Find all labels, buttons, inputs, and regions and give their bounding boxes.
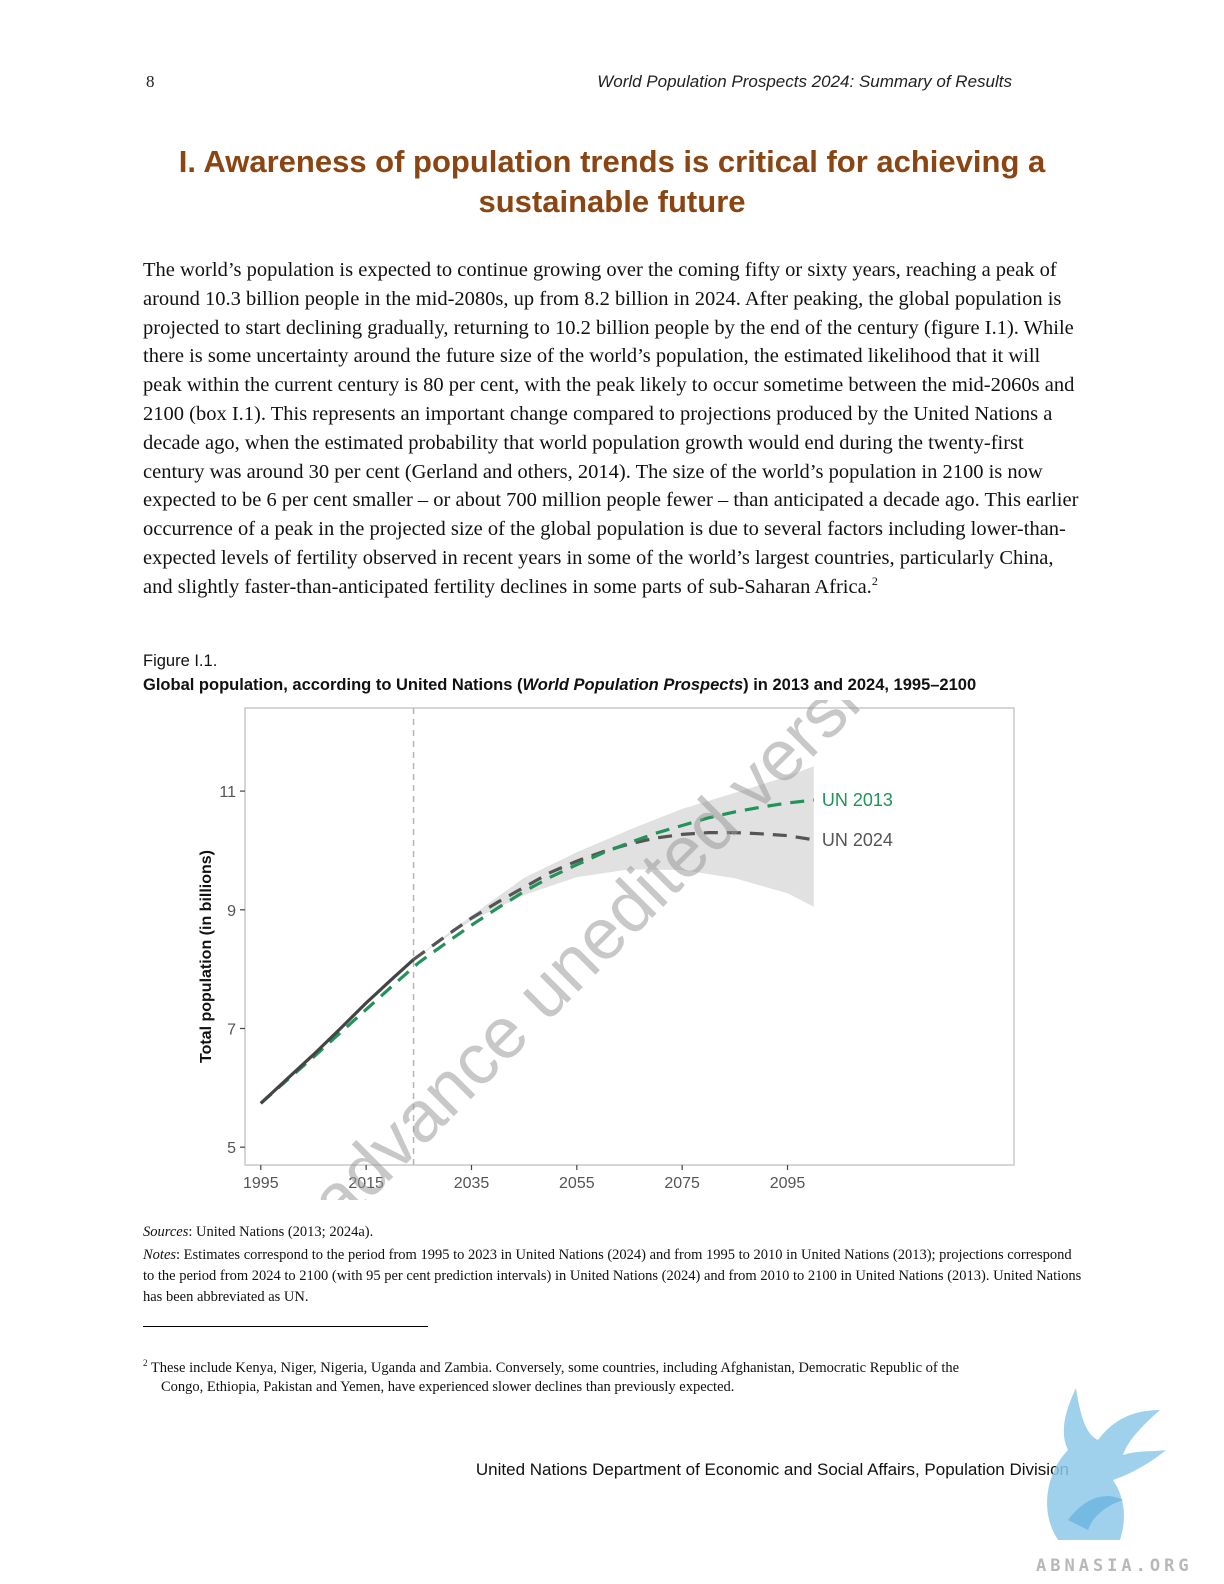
y-axis-label: Total population (in billions) [198, 850, 215, 1063]
bird-logo-icon [1047, 1388, 1166, 1540]
footnote-text: These include Kenya, Niger, Nigeria, Uga… [150, 1359, 960, 1376]
y-tick-label: 9 [227, 903, 236, 920]
figure-title: Global population, according to United N… [143, 676, 976, 695]
x-tick-label: 2015 [348, 1175, 384, 1192]
page-number: 8 [146, 72, 155, 91]
notes-label: Notes [143, 1247, 177, 1263]
footnote-text: Congo, Ethiopia, Pakistan and Yemen, hav… [161, 1379, 735, 1396]
running-header: World Population Prospects 2024: Summary… [597, 72, 1012, 91]
figure-label: Figure I.1. [143, 652, 218, 670]
notes-text: : Estimates correspond to the period fro… [143, 1247, 1082, 1305]
y-tick-label: 7 [227, 1021, 236, 1038]
footnote-line: Congo, Ethiopia, Pakistan and Yemen, hav… [143, 1378, 1083, 1398]
y-tick-label: 5 [227, 1140, 236, 1157]
figure-title-part: ) in 2013 and 2024, 1995–2100 [743, 676, 977, 694]
figure-notes: Notes: Estimates correspond to the perio… [143, 1245, 1083, 1308]
series-line-un-2013 [259, 798, 814, 1105]
sources-label: Sources [143, 1224, 189, 1240]
footnote-number: 2 [143, 1358, 148, 1368]
figure-title-part: Global population, according to United N… [143, 676, 523, 694]
prediction-interval-band [413, 766, 814, 960]
series-label-un-2013: UN 2013 [822, 790, 893, 810]
x-tick-label: 2035 [454, 1175, 490, 1192]
sources-text: : United Nations (2013; 2024a). [188, 1224, 374, 1240]
population-chart: UN 2013 UN 2024 5 7 9 11 1995 2015 2035 2055 2075 2… [198, 700, 1015, 1200]
series-line-un-2024-estimates [259, 958, 415, 1105]
series-label-un-2024: UN 2024 [822, 830, 893, 850]
plot-panel [244, 707, 1015, 1166]
figure-title-italic: World Population Prospects [522, 676, 744, 694]
body-text: The world’s population is expected to co… [143, 259, 1079, 598]
x-tick-label: 2055 [559, 1175, 595, 1192]
y-tick-label: 11 [219, 784, 236, 801]
footnote-reference[interactable]: 2 [871, 573, 878, 588]
x-tick-label: 2095 [770, 1175, 806, 1192]
chapter-title: I. Awareness of population trends is cri… [178, 144, 1046, 219]
footnote-line: 2 These include Kenya, Niger, Nigeria, U… [143, 1354, 1083, 1378]
x-tick-label: 2075 [664, 1175, 700, 1192]
figure-sources: Sources: United Nations (2013; 2024a). [143, 1224, 1083, 1241]
footnote: 2 These include Kenya, Niger, Nigeria, U… [143, 1354, 1083, 1398]
x-tick-label: 1995 [243, 1175, 279, 1192]
footnote-divider [143, 1326, 428, 1327]
page-footer: United Nations Department of Economic an… [475, 1460, 1069, 1479]
body-paragraph: The world’s population is expected to co… [143, 256, 1083, 602]
chart-plot: UN 2013 UN 2024 5 7 9 11 1995 2015 2035 2055 2075 2… [198, 700, 1015, 1200]
logo-watermark-text: ABNASIA.ORG [1036, 1556, 1193, 1576]
